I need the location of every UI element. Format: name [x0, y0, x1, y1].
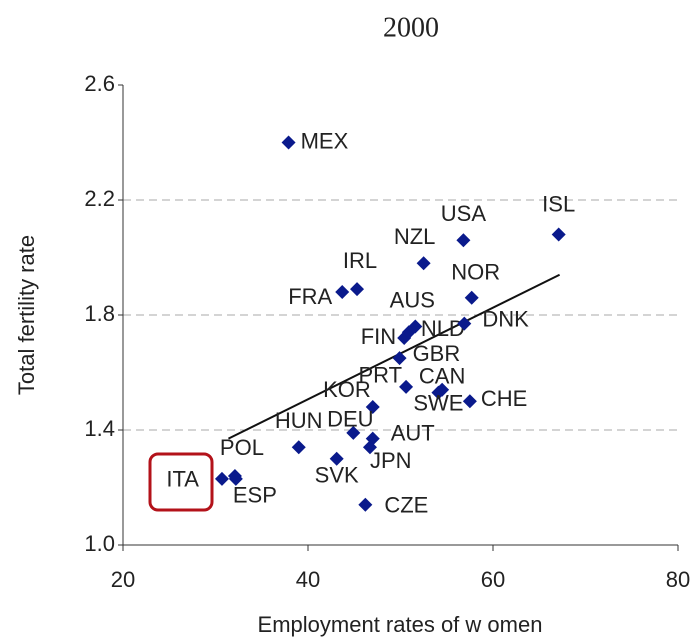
point-label: SVK — [315, 463, 359, 488]
point — [329, 451, 344, 466]
point-label: PRT — [358, 363, 402, 388]
point-label: FIN — [361, 324, 396, 349]
point-label: POL — [220, 435, 264, 460]
point — [358, 497, 373, 512]
point-label: IRL — [343, 248, 377, 273]
highlight-box — [148, 452, 214, 512]
x-tick-label: 20 — [111, 567, 135, 592]
y-tick-label: 2.2 — [84, 186, 115, 211]
point — [335, 285, 350, 299]
point — [462, 394, 477, 409]
point — [281, 135, 296, 150]
point-label: KOR — [323, 377, 371, 402]
point-label: HUN — [275, 408, 323, 433]
point-label: CZE — [384, 493, 428, 518]
point — [401, 325, 416, 340]
point — [392, 351, 407, 366]
point-label: AUS — [390, 287, 435, 312]
point-label: GBR — [413, 341, 461, 366]
point-label: ISL — [542, 191, 575, 216]
chart-title: 2000 — [383, 12, 439, 43]
x-axis-label: Employment rates of w omen — [258, 612, 543, 637]
point-label: NLD — [421, 316, 465, 341]
point — [350, 282, 365, 297]
y-tick-label: 2.6 — [84, 71, 115, 96]
x-tick-label: 40 — [296, 567, 320, 592]
y-axis-label: Total fertility rate — [14, 235, 39, 395]
point — [214, 471, 229, 486]
point — [399, 379, 414, 394]
point-label: DNK — [482, 306, 529, 331]
point — [551, 227, 566, 242]
point-label: JPN — [370, 448, 412, 473]
point-label: ITA — [166, 467, 199, 492]
point — [431, 385, 446, 400]
point — [464, 290, 479, 305]
point — [346, 425, 361, 440]
point-label: NZL — [394, 224, 436, 249]
point-label: NOR — [451, 260, 500, 285]
point — [416, 256, 431, 271]
point — [457, 316, 472, 331]
point-label: SWE — [413, 390, 463, 415]
point-label: CHE — [481, 386, 527, 411]
y-tick-label: 1.4 — [84, 416, 115, 441]
point — [365, 400, 380, 414]
point-label: MEX — [301, 128, 349, 153]
point-label: AUT — [391, 420, 435, 445]
y-tick-label: 1.8 — [84, 301, 115, 326]
point — [291, 440, 306, 455]
point — [456, 233, 471, 248]
x-tick-label: 60 — [481, 567, 505, 592]
point-label: CAN — [419, 364, 465, 389]
point — [362, 440, 377, 455]
point — [228, 471, 243, 486]
point-label: DEU — [327, 407, 373, 432]
point-label: USA — [441, 201, 487, 226]
point-label: FRA — [288, 284, 332, 309]
x-tick-label: 80 — [666, 567, 690, 592]
point-label: ESP — [233, 483, 277, 508]
y-tick-label: 1.0 — [84, 531, 115, 556]
